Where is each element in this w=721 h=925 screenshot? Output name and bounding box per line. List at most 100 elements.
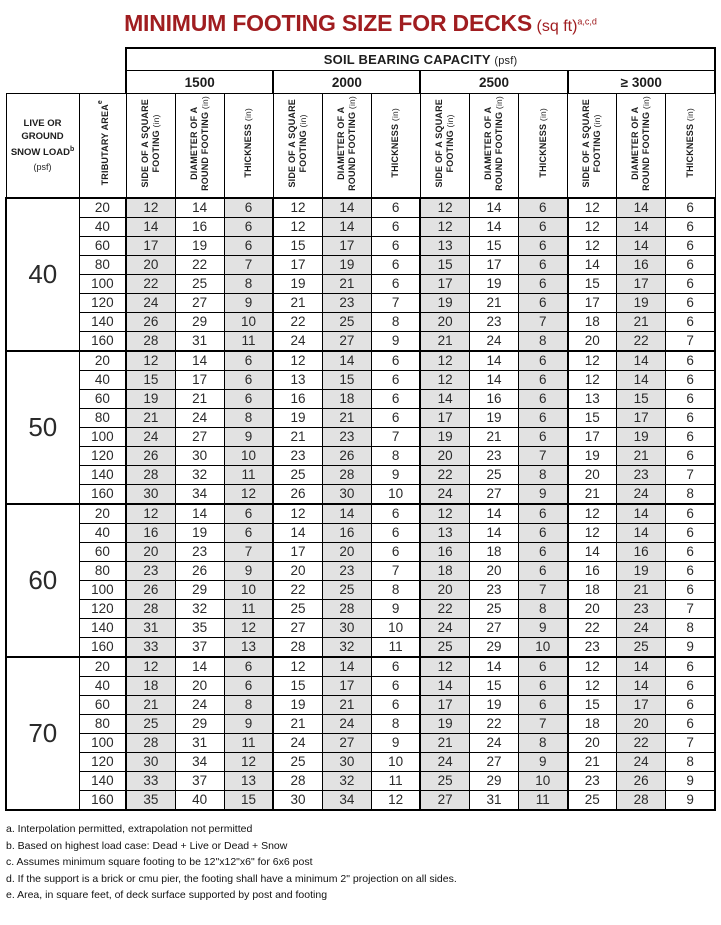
data-cell: 21	[321, 695, 372, 715]
table-row: 120 30 34 12 25 30 10 24 27 9 21 24 8	[6, 752, 717, 772]
snow-load-group-label: 40	[4, 197, 80, 352]
data-cell: 21	[616, 312, 667, 332]
data-cell: 22	[272, 312, 323, 332]
data-cell: 17	[125, 236, 176, 256]
data-cell: 9	[517, 618, 569, 638]
data-cell: 27	[174, 427, 225, 447]
data-cell: 31	[174, 733, 225, 753]
data-cell: 32	[174, 465, 225, 485]
data-cell: 14	[174, 350, 225, 371]
table-row: 80 25 29 9 21 24 8 19 22 7 18 20 6	[6, 714, 717, 734]
data-cell: 27	[272, 618, 323, 638]
data-cell: 31	[174, 331, 225, 352]
data-cell: 14	[616, 350, 667, 371]
data-cell: 6	[223, 217, 274, 237]
data-cell: 22	[468, 714, 520, 734]
col-header-label: THICKNESS	[243, 123, 254, 178]
data-cell: 6	[370, 656, 421, 677]
data-cell: 11	[223, 599, 274, 619]
data-cell: 26	[174, 561, 225, 581]
data-cell: 12	[419, 370, 470, 390]
table-row: 140 33 37 13 28 32 11 25 29 10 23 26 9	[6, 771, 717, 791]
data-cell: 6	[223, 350, 274, 371]
title-unit: (sq ft)	[536, 18, 578, 35]
table-row: 40 18 20 6 15 17 6 14 15 6 12 14 6	[6, 676, 717, 696]
table-row: 140 26 29 10 22 25 8 20 23 7 18 21 6	[6, 312, 717, 332]
data-cell: 6	[517, 255, 569, 275]
table-row: 60 19 21 6 16 18 6 14 16 6 13 15 6	[6, 389, 717, 409]
data-cell: 25	[321, 580, 372, 600]
data-cell: 6	[370, 542, 421, 562]
data-cell: 6	[223, 197, 274, 218]
data-cell: 22	[566, 618, 618, 638]
data-cell: 19	[272, 695, 323, 715]
data-cell: 28	[272, 771, 323, 791]
data-cell: 21	[419, 331, 470, 352]
snow-load-group-label: 70	[4, 656, 80, 811]
tributary-area-cell: 160	[78, 484, 128, 505]
data-cell: 21	[468, 427, 520, 447]
data-cell: 20	[419, 312, 470, 332]
data-cell: 28	[125, 331, 176, 352]
col-header-round-footing: DIAMETER OF A ROUND FOOTING (in)	[468, 93, 520, 199]
soil-bearing-capacity-header: SOIL BEARING CAPACITY (psf)	[125, 47, 716, 71]
tributary-area-cell: 60	[78, 542, 128, 562]
data-cell: 12	[419, 656, 470, 677]
data-cell: 17	[321, 676, 372, 696]
data-cell: 26	[125, 446, 176, 466]
data-cell: 12	[272, 656, 323, 677]
data-cell: 21	[616, 580, 667, 600]
footnote: d. If the support is a brick or cmu pier…	[6, 872, 457, 885]
data-cell: 18	[566, 714, 618, 734]
col-header-square-footing: SIDE OF A SQUARE FOOTING (in)	[419, 93, 470, 199]
snow-load-column-header: LIVE OR GROUND SNOW LOADb (psf)	[5, 93, 80, 199]
data-cell: 6	[517, 236, 569, 256]
data-cell: 8	[517, 733, 569, 753]
data-cell: 6	[517, 408, 569, 428]
data-cell: 6	[517, 350, 569, 371]
data-cell: 21	[321, 408, 372, 428]
tributary-area-cell: 140	[78, 312, 128, 332]
table-row: 50 20 12 14 6 12 14 6 12 14 6 12 14 6	[4, 350, 717, 505]
data-cell: 28	[321, 599, 372, 619]
data-cell: 14	[321, 197, 372, 218]
data-cell: 12	[272, 197, 323, 218]
data-cell: 34	[321, 790, 372, 811]
data-cell: 6	[665, 676, 717, 696]
data-cell: 25	[321, 312, 372, 332]
col-header-round-footing: DIAMETER OF A ROUND FOOTING (in)	[174, 93, 225, 199]
data-cell: 21	[174, 389, 225, 409]
table-row: 40 14 16 6 12 14 6 12 14 6 12 14 6	[6, 217, 717, 237]
data-cell: 14	[616, 370, 667, 390]
data-cell: 20	[566, 733, 618, 753]
data-cell: 6	[665, 656, 717, 677]
data-cell: 10	[370, 484, 421, 505]
data-cell: 17	[174, 370, 225, 390]
tributary-area-cell: 120	[78, 446, 128, 466]
tributary-area-cell: 60	[78, 389, 128, 409]
data-cell: 22	[616, 331, 667, 352]
data-cell: 16	[616, 255, 667, 275]
data-cell: 23	[174, 542, 225, 562]
data-cell: 20	[419, 580, 470, 600]
data-cell: 14	[174, 503, 225, 524]
data-cell: 20	[125, 255, 176, 275]
data-cell: 14	[468, 656, 520, 677]
data-cell: 8	[517, 465, 569, 485]
data-cell: 24	[174, 408, 225, 428]
data-cell: 19	[566, 446, 618, 466]
data-cell: 14	[468, 197, 520, 218]
data-cell: 17	[616, 274, 667, 294]
table-row: 100 22 25 8 19 21 6 17 19 6 15 17 6	[6, 274, 717, 294]
data-cell: 13	[223, 771, 274, 791]
data-cell: 7	[665, 331, 717, 352]
col-header-label: SIDE OF A SQUARE FOOTING	[433, 98, 455, 188]
col-header-thickness: THICKNESS (in)	[517, 93, 569, 199]
table-row: 40 15 17 6 13 15 6 12 14 6 12 14 6	[6, 370, 717, 390]
data-cell: 14	[174, 197, 225, 218]
data-cell: 9	[665, 637, 717, 658]
data-cell: 6	[665, 350, 717, 371]
col-header-label: DIAMETER OF A ROUND FOOTING	[630, 106, 652, 191]
data-cell: 27	[419, 790, 470, 811]
data-cell: 11	[370, 771, 421, 791]
